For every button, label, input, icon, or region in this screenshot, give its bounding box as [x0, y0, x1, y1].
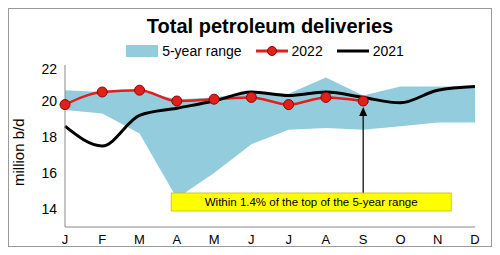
svg-text:M: M: [134, 232, 145, 247]
svg-text:J: J: [285, 232, 292, 247]
html-text:Total petroleum deliveries: Total petroleum deliveries: [146, 15, 394, 37]
svg-text:A: A: [322, 232, 331, 247]
svg-text:O: O: [395, 232, 405, 247]
html-text:2022: 2022: [291, 43, 323, 59]
svg-text:Within 1.4% of the top of the: Within 1.4% of the top of the 5-year ran…: [205, 196, 418, 208]
html-text:2021: 2021: [372, 43, 404, 59]
svg-text:M: M: [209, 232, 220, 247]
svg-text:S: S: [359, 232, 368, 247]
svg-text:J: J: [62, 232, 69, 247]
svg-text:million b/d: million b/d: [10, 118, 27, 186]
svg-text:14: 14: [41, 201, 57, 217]
html-text:5-year range: 5-year range: [162, 43, 242, 59]
svg-text:J: J: [248, 232, 255, 247]
svg-text:A: A: [172, 232, 181, 247]
svg-text:F: F: [98, 232, 106, 247]
svg-text:N: N: [433, 232, 442, 247]
svg-text:D: D: [470, 232, 479, 247]
svg-text:22: 22: [41, 61, 57, 77]
svg-text:16: 16: [41, 165, 57, 181]
svg-text:20: 20: [41, 93, 57, 109]
svg-text:18: 18: [41, 129, 57, 145]
